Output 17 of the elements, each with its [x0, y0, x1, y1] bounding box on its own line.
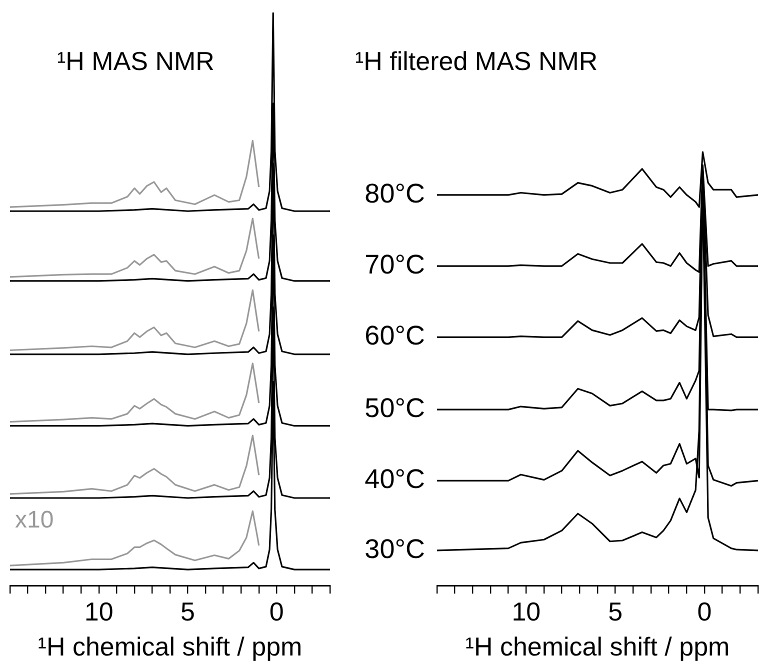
- annotation: x10: [15, 506, 54, 534]
- x-tick-label: 0: [697, 596, 712, 626]
- x-tick-label: 10: [84, 596, 114, 626]
- x-axis-title: ¹H chemical shift / ppm: [38, 632, 302, 662]
- series-label: 80°C: [364, 178, 425, 208]
- text: ¹H MAS NMR: [57, 46, 214, 76]
- x-tick-label: 0: [269, 596, 284, 626]
- x-tick-label: 5: [180, 596, 196, 626]
- x-tick-label: 5: [608, 596, 623, 626]
- x-axis-title: ¹H chemical shift / ppm: [465, 632, 730, 662]
- x-tick-label: 10: [512, 596, 541, 626]
- series-label: 50°C: [364, 393, 425, 424]
- series-label: 30°C: [364, 534, 425, 564]
- series-label: 70°C: [364, 249, 425, 280]
- series-label: 60°C: [364, 320, 425, 351]
- chart-title: ¹H filtered MAS NMR: [355, 46, 598, 76]
- series-label: 40°C: [364, 464, 425, 494]
